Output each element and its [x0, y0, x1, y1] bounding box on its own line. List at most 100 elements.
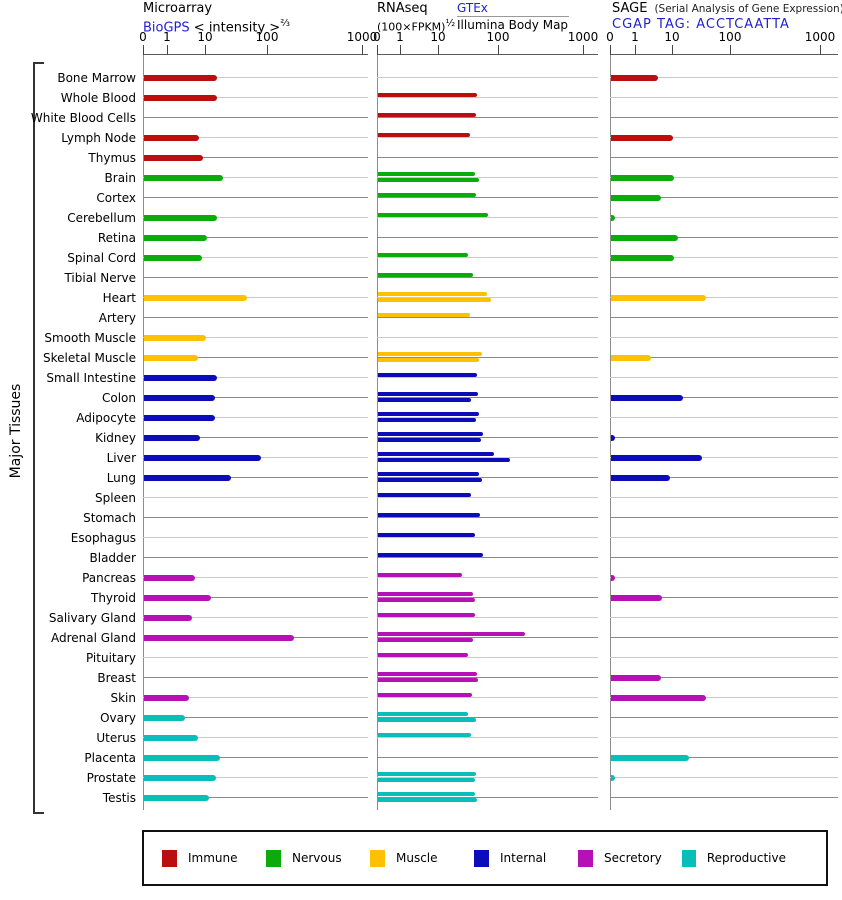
rnaseq-sources: GTEx Illumina Body Map	[457, 1, 569, 32]
row-gridline	[610, 237, 838, 238]
tissue-label: Adipocyte	[76, 411, 136, 425]
row-gridline	[143, 737, 368, 738]
tissue-row: Testis	[0, 788, 842, 808]
legend-label-immune: Immune	[188, 851, 238, 865]
row-gridline	[610, 437, 838, 438]
row-gridline	[377, 217, 598, 218]
tissue-label: Esophagus	[70, 531, 136, 545]
tissue-row: Lung	[0, 468, 842, 488]
expression-bar-sage	[611, 235, 678, 241]
tissue-row: White Blood Cells	[0, 108, 842, 128]
row-gridline	[143, 437, 368, 438]
row-gridline	[143, 557, 368, 558]
row-gridline	[610, 377, 838, 378]
expression-bar-rnaseq	[378, 313, 471, 317]
expression-bar-sage	[611, 755, 690, 761]
tissue-row: Spleen	[0, 488, 842, 508]
expression-bar-microarray	[144, 235, 208, 241]
expression-bar-sage	[611, 295, 706, 301]
panel-axis-line-microarray	[143, 54, 144, 810]
axis-tick-label-microarray-100: 100	[255, 30, 279, 44]
expression-bar-sage	[611, 435, 615, 441]
tissue-label: Bladder	[89, 551, 136, 565]
row-gridline	[610, 337, 838, 338]
row-gridline	[143, 757, 368, 758]
tissue-row: Retina	[0, 228, 842, 248]
row-gridline	[610, 297, 838, 298]
tissue-row: Pituitary	[0, 648, 842, 668]
legend-label-reproductive: Reproductive	[706, 851, 786, 865]
expression-bar-rnaseq	[378, 412, 480, 416]
row-gridline	[143, 257, 368, 258]
legend-label-secretory: Secretory	[604, 851, 662, 865]
legend-item-reproductive: Reproductive	[682, 849, 786, 867]
row-gridline	[610, 737, 838, 738]
expression-bar-rnaseq	[378, 273, 474, 277]
expression-bar-sage	[611, 475, 670, 481]
row-gridline	[610, 177, 838, 178]
expression-bar-rnaseq	[378, 398, 471, 402]
rnaseq-unit-exponent: ½	[445, 18, 456, 29]
legend-label-internal: Internal	[500, 851, 547, 865]
expression-bar-rnaseq	[378, 598, 476, 602]
expression-bar-rnaseq	[378, 352, 482, 356]
row-gridline	[377, 757, 598, 758]
row-gridline	[143, 237, 368, 238]
expression-bar-rnaseq	[378, 733, 471, 737]
tissue-label: Cerebellum	[67, 211, 136, 225]
expression-bar-microarray	[144, 755, 221, 761]
row-gridline	[377, 257, 598, 258]
microarray-unit-label: < intensity >	[189, 20, 281, 36]
row-gridline	[610, 417, 838, 418]
axis-tick-label-rnaseq-10: 10	[430, 30, 446, 44]
expression-bar-rnaseq	[378, 493, 471, 497]
expression-bar-microarray	[144, 215, 217, 221]
tissue-row: Bladder	[0, 548, 842, 568]
row-gridline	[377, 437, 598, 438]
tissue-row: Tibial Nerve	[0, 268, 842, 288]
row-gridline	[610, 517, 838, 518]
expression-bar-rnaseq	[378, 432, 483, 436]
legend-item-immune: Immune	[162, 849, 266, 867]
expression-bar-rnaseq	[378, 653, 469, 657]
expression-bar-sage	[611, 675, 662, 681]
axis-tick-label-rnaseq-0: 0	[373, 30, 381, 44]
row-gridline	[377, 717, 598, 718]
axis-tick-sage-1000	[820, 45, 821, 55]
cgap-tag-link[interactable]: CGAP TAG: ACCTCAATTA	[612, 17, 790, 32]
expression-bar-microarray	[144, 455, 261, 461]
row-gridline	[143, 417, 368, 418]
row-gridline	[143, 537, 368, 538]
legend-swatch-internal	[474, 849, 489, 867]
expression-bar-rnaseq	[378, 172, 476, 176]
row-gridline	[377, 177, 598, 178]
expression-bar-rnaseq	[378, 718, 477, 722]
axis-tick-microarray-10	[205, 45, 206, 55]
row-gridline	[610, 637, 838, 638]
tissue-row: Brain	[0, 168, 842, 188]
row-gridline	[610, 77, 838, 78]
gtex-link[interactable]: GTEx	[457, 1, 569, 17]
row-gridline	[610, 497, 838, 498]
axis-tick-sage-0	[610, 45, 611, 55]
axis-tick-rnaseq-1	[400, 45, 401, 55]
tissue-row: Small Intestine	[0, 368, 842, 388]
tissue-label: Thymus	[88, 151, 136, 165]
expression-bar-microarray	[144, 135, 200, 141]
biogps-link[interactable]: BioGPS	[143, 20, 190, 36]
tissue-label: Skin	[110, 691, 136, 705]
axis-baseline-rnaseq	[377, 54, 598, 55]
sage-title-note: (Serial Analysis of Gene Expression)	[654, 3, 842, 15]
expression-bar-microarray	[144, 255, 203, 261]
row-gridline	[377, 677, 598, 678]
legend-item-nervous: Nervous	[266, 849, 370, 867]
expression-bar-rnaseq	[378, 693, 473, 697]
tissue-label: Uterus	[96, 731, 136, 745]
row-gridline	[377, 417, 598, 418]
expression-bar-sage	[611, 455, 703, 461]
row-gridline	[143, 137, 368, 138]
expression-bar-rnaseq	[378, 93, 477, 97]
row-gridline	[377, 77, 598, 78]
row-gridline	[143, 337, 368, 338]
row-gridline	[143, 377, 368, 378]
